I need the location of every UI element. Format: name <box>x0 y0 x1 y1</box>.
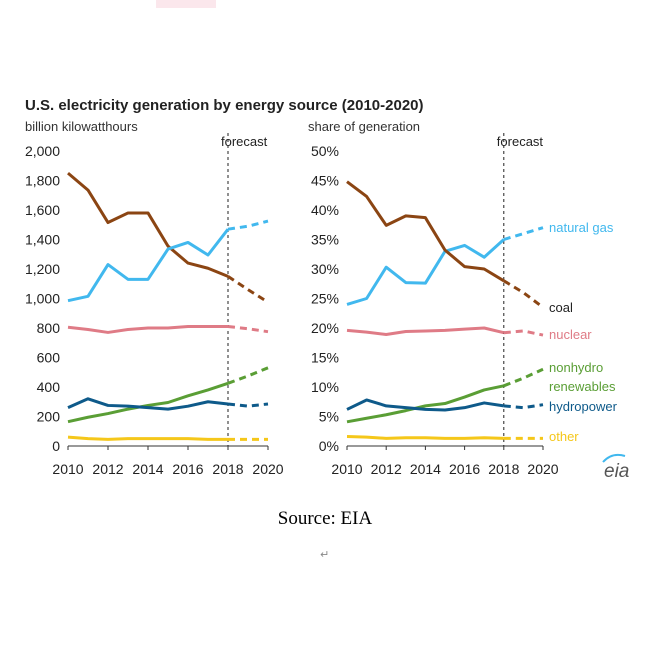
share-panel: share of generation 0% 5% 10% 15% 20% 25% 30% 35… <box>308 119 618 477</box>
x-tick-label: 2014 <box>132 461 163 477</box>
series-forecast-line-hydropower <box>503 403 544 410</box>
series-line-nuclear <box>67 325 228 334</box>
x-tick-label: 2020 <box>527 461 558 477</box>
series-label-natural-gas: natural gas <box>549 220 614 235</box>
series-line-hydropower <box>67 397 229 411</box>
generation-panel: billion kilowatthours 0 200 400 600 800 1,000 1… <box>25 119 284 477</box>
eia-logo-text: eia <box>604 461 629 482</box>
series-label-coal: coal <box>549 300 573 315</box>
series-line-coal <box>67 171 229 278</box>
series-forecast-line-coal <box>503 279 544 309</box>
y-tick-label: 50% <box>311 143 339 159</box>
x-tick-label: 2012 <box>371 461 402 477</box>
y-tick-label: 1,800 <box>25 173 60 189</box>
series-line-nonhydro-renewables <box>67 381 229 424</box>
y-tick-label: 1,000 <box>25 291 60 307</box>
y-tick-label: 40% <box>311 202 339 218</box>
series-line-natural-gas <box>346 238 505 306</box>
paragraph-mark: ↵ <box>320 548 330 561</box>
series-forecast-line-hydropower <box>227 402 269 408</box>
x-tick-label: 2016 <box>172 461 203 477</box>
series-forecast-line-natural-gas <box>503 226 544 241</box>
x-tick-label: 2018 <box>488 461 519 477</box>
series-forecast-line-nuclear <box>227 325 269 334</box>
forecast-label: forecast <box>221 134 268 149</box>
unit-label: share of generation <box>308 119 420 134</box>
series-line-natural-gas <box>67 228 230 303</box>
series-label-renewables: renewables <box>549 379 616 394</box>
source-caption: Source: EIA <box>277 508 373 529</box>
series-forecast-line-nonhydro-renewables <box>503 367 544 388</box>
y-tick-label: 0 <box>52 438 60 454</box>
y-tick-label: 35% <box>311 232 339 248</box>
series-label-hydropower: hydropower <box>549 399 618 414</box>
y-tick-label: 1,600 <box>25 202 60 218</box>
eia-logo-swoosh <box>602 453 626 463</box>
y-tick-label: 2,000 <box>25 143 60 159</box>
y-tick-label: 1,200 <box>25 261 60 277</box>
unit-label: billion kilowatthours <box>25 119 138 134</box>
series-line-coal <box>346 180 505 283</box>
series-line-other <box>67 435 228 441</box>
top-highlight-mark <box>156 0 216 8</box>
y-tick-label: 5% <box>319 409 339 425</box>
y-tick-label: 200 <box>37 409 61 425</box>
y-tick-label: 25% <box>311 291 339 307</box>
x-tick-label: 2012 <box>92 461 123 477</box>
y-tick-label: 45% <box>311 173 339 189</box>
x-tick-label: 2020 <box>252 461 283 477</box>
series-forecast-line-natural-gas <box>227 219 269 231</box>
chart-title: U.S. electricity generation by energy so… <box>25 97 424 114</box>
forecast-label: forecast <box>497 134 544 149</box>
series-line-other <box>346 435 504 440</box>
y-tick-label: 30% <box>311 261 339 277</box>
y-tick-label: 15% <box>311 350 339 366</box>
electricity-generation-figure: U.S. electricity generation by energy so… <box>25 97 629 482</box>
x-tick-label: 2014 <box>410 461 441 477</box>
series-forecast-line-coal <box>227 275 269 304</box>
series-line-nuclear <box>346 326 505 336</box>
y-tick-label: 1,400 <box>25 232 60 248</box>
y-tick-label: 20% <box>311 320 339 336</box>
series-label-nuclear: nuclear <box>549 327 592 342</box>
eia-logo: eia <box>602 453 629 482</box>
x-tick-label: 2010 <box>52 461 83 477</box>
series-forecast-line-nuclear <box>503 329 544 337</box>
series-line-nonhydro-renewables <box>346 384 505 424</box>
series-label-other: other <box>549 429 579 444</box>
x-tick-label: 2016 <box>449 461 480 477</box>
y-tick-label: 800 <box>37 320 61 336</box>
series-label-nonhydro: nonhydro <box>549 360 603 375</box>
x-tick-label: 2010 <box>331 461 362 477</box>
y-tick-label: 400 <box>37 379 61 395</box>
series-forecast-line-nonhydro-renewables <box>227 366 269 385</box>
y-tick-label: 0% <box>319 438 339 454</box>
y-tick-label: 10% <box>311 379 339 395</box>
series-line-hydropower <box>346 398 505 412</box>
y-tick-label: 600 <box>37 350 61 366</box>
x-tick-label: 2018 <box>212 461 243 477</box>
